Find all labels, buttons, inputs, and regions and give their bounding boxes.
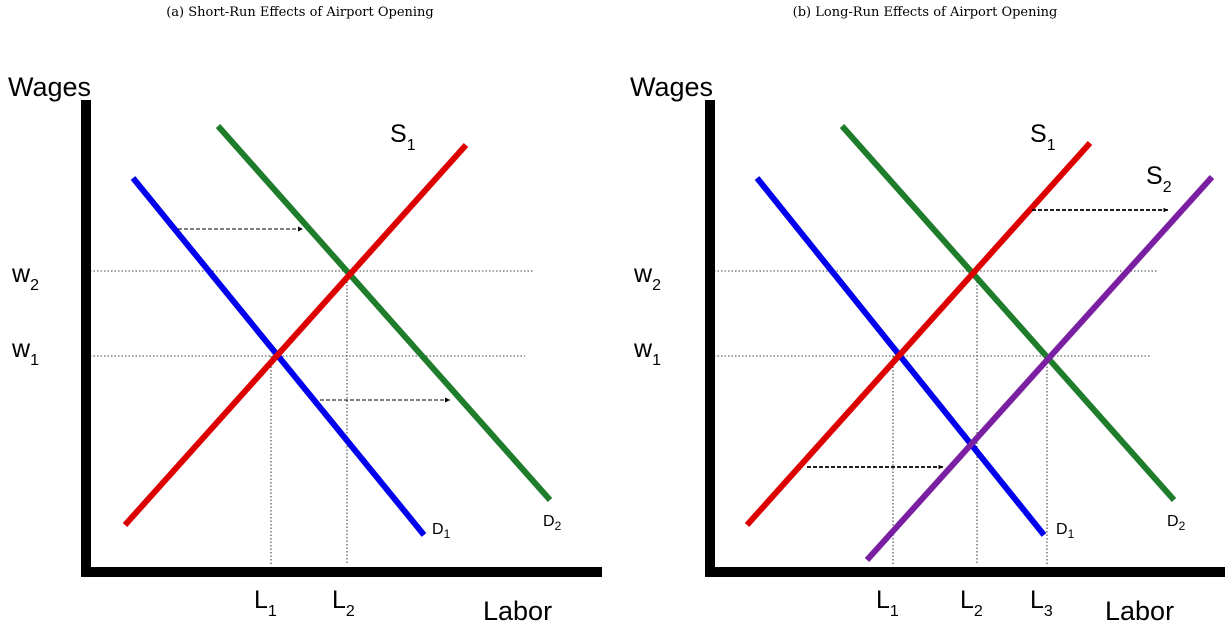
labor-label: L1 [254,586,277,620]
x-axis-label: Labor [483,596,552,626]
curve-label: S1 [390,120,416,154]
curve-label: S2 [1146,162,1172,196]
panel-b: (b) Long-Run Effects of Airport Opening … [630,5,1225,626]
panel-a: (a) Short-Run Effects of Airport Opening… [8,5,602,626]
caption: (a) Short-Run Effects of Airport Opening [166,5,434,20]
s1-curve [122,142,469,528]
labor-label: L2 [960,586,983,620]
caption: (b) Long-Run Effects of Airport Opening [793,5,1058,20]
s2-curve [864,174,1215,563]
wage-label: w1 [633,335,661,369]
labor-label: L3 [1030,586,1053,620]
labor-label: L1 [876,586,899,620]
s1-curve [744,140,1093,528]
y-axis-label: Wages [8,72,91,102]
wage-label: w2 [11,260,39,294]
curve-label: D2 [1167,513,1186,533]
y-axis-label: Wages [630,72,713,102]
d2-curve [215,124,553,502]
wage-label: w1 [11,335,39,369]
labor-label: L2 [332,586,355,620]
curve-label: D2 [543,513,562,533]
curve-label: D1 [1056,521,1075,541]
d2-curve [839,124,1177,502]
wage-label: w2 [633,260,661,294]
x-axis-label: Labor [1105,596,1174,626]
curve-label: S1 [1030,120,1056,154]
curve-label: D1 [432,521,451,541]
